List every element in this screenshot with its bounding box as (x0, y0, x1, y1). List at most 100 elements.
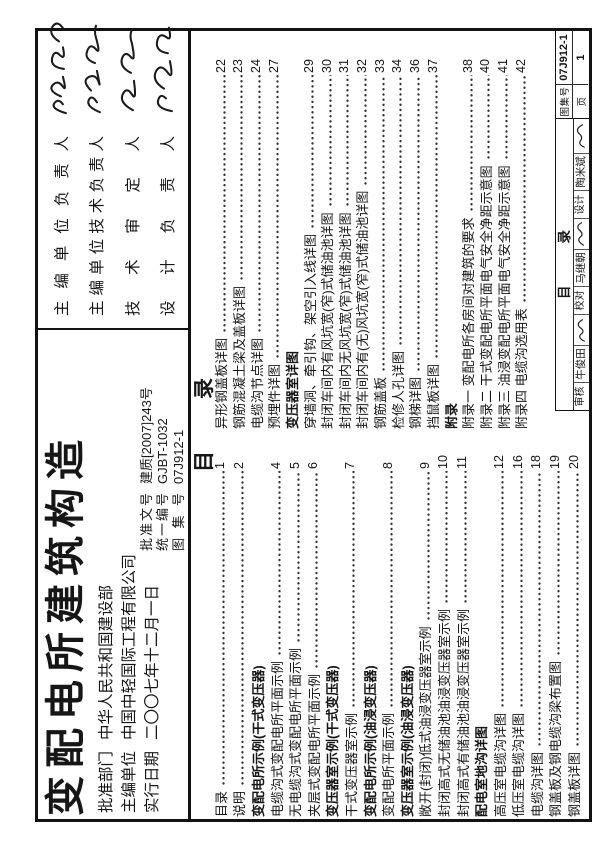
toc-entry-title: 附录四 电缆沟选用表 (514, 308, 530, 429)
title-area: 变配电所建筑构造 批准部门 中华人民共和国建设部 主编单位 中国中轻国际工程有限公司实… (38, 330, 188, 819)
info-label: 主编单位 (121, 750, 138, 813)
toc-entry-title: 变配电所平面示例 (381, 712, 397, 817)
page-border-frame: 变配电所建筑构造 批准部门 中华人民共和国建设部 主编单位 中国中轻国际工程有限公司实… (35, 6, 592, 822)
toc-page-number: 41 (496, 59, 511, 73)
toc-entry: 高压室电缆沟详图 12 (490, 443, 509, 817)
toc-entry-title: 预埋件详图 (267, 363, 283, 429)
toc-entry: 说明 2 (230, 443, 249, 817)
toc-entry-title: 附录二 干式变配电所平面电气安全净距示意图 (478, 165, 494, 429)
toc-page-number: 1 (213, 462, 228, 469)
toc-entry-title: 说明 (232, 790, 248, 817)
toc-dot-leader (538, 471, 542, 747)
toc-entry-title: 变压器室详图 (284, 350, 300, 429)
doc-value: 07J912-1 (171, 429, 186, 484)
toc-page-number: 22 (213, 59, 228, 73)
toc-dot-leader (296, 471, 300, 643)
toc-dot-leader (434, 75, 438, 359)
footer-person-name: 牛俊田 (574, 346, 589, 383)
toc-entry-title: 低压室电缆沟详图 (511, 712, 527, 817)
footer-signature-icon (574, 119, 589, 154)
toc-page-number: 23 (231, 59, 246, 73)
toc-entry: 夹层式变配电所平面示例 6 (304, 443, 323, 817)
handwritten-signature-icon (79, 12, 114, 120)
toc-entry: 封闭高式有储油池油浸变压器室示例 11 (453, 443, 472, 817)
toc-dot-leader (501, 471, 505, 708)
sign-off-label: 主编单位技术负责人 (89, 136, 107, 316)
toc-dot-leader (487, 75, 491, 161)
footer-person-name: 马继朝 (574, 250, 589, 287)
toc-page-number: 11 (455, 456, 470, 469)
toc-entry-title: 变压器室示例(干式变压器) (325, 665, 341, 817)
toc-dot-leader (222, 75, 226, 333)
sign-off-row: 主编单位负责人 (44, 12, 78, 316)
toc-entry: 钢筋混凝土梁及盖板详图 23 (230, 47, 248, 429)
toc-entry: 电缆沟节点详图 24 (247, 47, 265, 429)
toc-entry: 低压室电缆沟详图 16 (509, 443, 528, 817)
toc-dot-leader (240, 471, 244, 786)
toc-entry-title: 穿墙洞、牵引钩、架空引入线详图 (302, 233, 318, 429)
toc-dot-leader (464, 471, 468, 604)
toc-dot-leader (389, 471, 393, 708)
toc-section-header: 变配电所示例(油浸变压器) (360, 443, 379, 817)
handwritten-signature-icon (149, 12, 184, 120)
toc-entry: 预埋件详图 27 (265, 47, 283, 429)
toc-page-number: 2 (231, 462, 246, 469)
toc-page-number: 16 (510, 455, 525, 469)
info-value: 二〇〇七年十二月一日 (144, 584, 161, 740)
toc-entry: 变配电所平面示例 8 (378, 443, 397, 817)
toc-entry-title: 电缆沟式变配电所平面示例 (269, 660, 285, 817)
toc-dot-leader (315, 471, 319, 669)
toc-entry: 附录四 电缆沟选用表 42 (512, 47, 530, 429)
toc-entry-title: 变压器室示例(油浸变压器) (399, 665, 415, 817)
toc-entry-title: 封闭高式有储油池油浸变压器室示例 (455, 608, 471, 817)
toc-page-number: 42 (513, 59, 528, 73)
toc-entry-title: 敞开(封闭)低式油浸变压器室示例 (418, 626, 434, 817)
toc-entry: 异形钢盖板详图 22 (212, 47, 230, 429)
toc-page-number: 5 (287, 462, 302, 469)
toc-page-number: 10 (436, 455, 451, 469)
toc-entry: 电缆沟详图 18 (527, 443, 546, 817)
toc-entry-title: 钢盖板及钢电缆沟梁布置图 (548, 660, 564, 817)
title-doc-rows: 批准文号 建质[2007]243号 统一编号 GJBT-1032 图集号 07J912-1 (139, 387, 187, 551)
atlas-no-value: 07J912-1 (556, 31, 573, 84)
toc-page-number: 34 (390, 59, 405, 73)
toc-page-number: 32 (354, 59, 369, 73)
toc-entry-title: 干式变压器室示例 (343, 712, 359, 817)
toc-entry-title: 目录 (213, 790, 229, 817)
toc-dot-leader (311, 75, 315, 229)
title-doc-row: 批准文号 建质[2007]243号 (139, 387, 155, 551)
doc-value: GJBT-1032 (155, 418, 170, 484)
toc-dot-leader (381, 75, 385, 372)
toc-page-number: 38 (460, 59, 475, 73)
toc-entry-title: 封闭车间内有(无)风坑宽(窄)式储油池详图 (355, 190, 371, 429)
toc-entry: 封闭车间内无风坑宽(窄)式储油池详图 31 (335, 47, 353, 429)
title-doc-row: 统一编号 GJBT-1032 (155, 387, 171, 551)
toc-area: 目录 目录 1 说明 2 变配电所示例(干式变压器) 电缆沟式变配电所平面示例 4 无电缆沟式… (191, 31, 589, 819)
toc-entry: 干式变压器室示例 7 (341, 443, 360, 817)
toc-entry-title: 变配电所示例(油浸变压器) (362, 665, 378, 817)
toc-entry: 穿墙洞、牵引钩、架空引入线详图 29 (300, 47, 318, 429)
atlas-title: 变配电所建筑构造 (44, 432, 88, 816)
toc-page-number: 30 (319, 59, 334, 73)
doc-value: 建质[2007]243号 (139, 387, 154, 484)
toc-dot-leader (416, 75, 420, 372)
toc-entry: 钢梯详图 36 (406, 47, 424, 429)
footer-signature-icon (574, 315, 589, 346)
toc-entry-title: 钢筋盖板 (373, 376, 389, 429)
toc-dot-leader (222, 471, 226, 786)
toc-column-1: 目录 1 说明 2 变配电所示例(干式变压器) 电缆沟式变配电所平面示例 4 无电缆沟式变配电… (211, 443, 583, 817)
toc-page-number: 24 (249, 59, 264, 73)
toc-entry-title: 异形钢盖板详图 (214, 337, 230, 429)
toc-entry: 封闭车间内有风坑宽(窄)式储油池详图 30 (318, 47, 336, 429)
doc-label: 批准文号 (139, 493, 154, 551)
footer-role-label: 审核 (575, 386, 586, 407)
toc-page-number: 8 (380, 462, 395, 469)
toc-page-number: 33 (372, 59, 387, 73)
sign-off-row: 设计负责人 (150, 12, 184, 316)
toc-dot-leader (556, 471, 560, 656)
signature-block: 主编单位负责人 主编单位技术负责人 技术审定人 设计负责人 (38, 6, 188, 330)
toc-entry: 电缆沟式变配电所平面示例 4 (267, 443, 286, 817)
toc-entry-title: 配电室地沟详图 (474, 725, 490, 817)
toc-entry: 封闭车间内有(无)风坑宽(窄)式储油池详图 32 (353, 47, 371, 429)
sign-off-row: 技术审定人 (115, 12, 149, 316)
